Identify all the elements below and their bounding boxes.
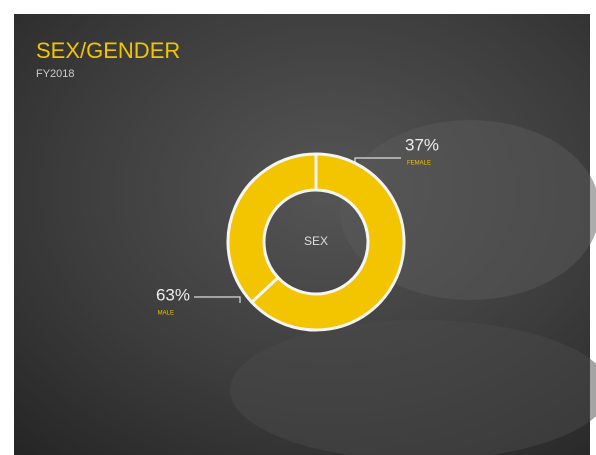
leader-line <box>194 296 241 303</box>
donut-segment <box>249 152 406 332</box>
chart-subtitle: FY2018 <box>36 68 75 80</box>
donut-segment <box>226 152 318 305</box>
value-label: 37% <box>405 135 439 154</box>
background-shape <box>230 320 596 455</box>
value-label: 63% <box>156 285 190 304</box>
category-label: FEMALE <box>407 161 431 167</box>
chart-title: SEX/GENDER <box>36 38 180 63</box>
center-label: SEX <box>304 234 328 248</box>
category-label: MALE <box>158 311 174 317</box>
